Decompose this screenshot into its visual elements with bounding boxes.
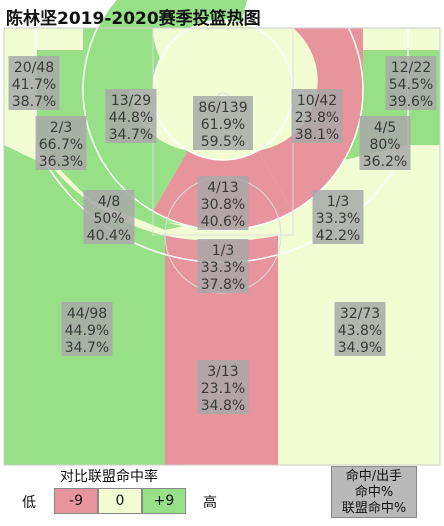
zone-label-bg-left-wing-3 [61,302,113,356]
zone-made-attempts-left-corner-3: 20/48 [14,60,54,76]
zone-fg-pct-left-elbow-mid: 50% [93,211,124,227]
zone-fg-pct-left-wing-3: 44.9% [65,323,109,339]
key-line-fg-pct: 命中% [354,485,394,500]
zone-made-attempts-left-short-wing-mid: 2/3 [50,120,73,136]
zone-label-bg-right-wing-3 [334,302,386,356]
zone-made-attempts-right-elbow-mid: 1/3 [327,194,350,210]
zone-made-attempts-right-short-wing-mid: 4/5 [374,120,397,136]
zone-top-3 [165,222,278,465]
legend-zero-swatch: 0 [98,488,142,514]
zone-made-attempts-right-baseline-mid: 10/42 [297,93,337,109]
zone-league-pct-right-baseline-mid: 38.1% [295,127,339,143]
zone-league-pct-right-elbow-mid: 42.2% [316,228,360,244]
zone-fg-pct-right-baseline-mid: 23.8% [295,110,339,126]
court-border [3,27,441,466]
legend-plus9-swatch: +9 [142,488,186,514]
zone-made-attempts-right-wing-3: 32/73 [340,306,380,322]
zone-made-attempts-right-corner-3: 12/22 [391,60,431,76]
zone-league-pct-right-corner-3: 39.6% [389,94,433,110]
zone-league-pct-top-3: 34.8% [201,398,245,414]
zone-label-bg-right-short-wing-mid [359,116,411,170]
zone-made-attempts-left-wing-3: 44/98 [67,306,107,322]
zone-label-bg-right-corner-3 [385,56,437,110]
zone-league-pct-paint-mid: 40.6% [201,214,245,230]
zone-label-bg-paint-mid [197,176,249,230]
zone-fg-pct-right-corner-3: 54.5% [389,77,433,93]
zone-league-pct-left-corner-3: 38.7% [12,94,56,110]
zone-restricted-area-circle [153,20,293,160]
zone-fg-pct-right-short-wing-mid: 80% [369,137,400,153]
key-line-league-pct: 联盟命中% [341,501,407,516]
zone-label-bg-restricted-area [193,96,253,150]
zone-fg-pct-left-baseline-mid: 44.8% [109,110,153,126]
legend-minus9-swatch: -9 [54,488,98,514]
legend-high-label: 高 [203,495,217,511]
zone-label-bg-left-elbow-mid [83,190,135,244]
zone-made-attempts-top-3: 3/13 [207,364,238,380]
zone-fg-pct-left-corner-3: 41.7% [12,77,56,93]
zone-label-bg-left-corner-3 [8,56,60,110]
zone-label-bg-right-baseline-mid [291,89,343,143]
legend-title: 对比联盟命中率 [60,469,158,485]
zone-fg-pct-top-3: 23.1% [201,381,245,397]
zone-label-bg-left-short-wing-mid [35,116,87,170]
zone-league-pct-right-short-wing-mid: 36.2% [363,154,407,170]
zone-fg-pct-right-wing-3: 43.8% [338,323,382,339]
zone-fg-pct-top-key-mid: 33.3% [201,260,245,276]
legend-low-label: 低 [22,495,36,511]
label-key-box: 命中/出手 命中% 联盟命中% [331,466,417,518]
zone-league-pct-left-wing-3: 34.7% [65,340,109,356]
chart-title: 陈林坚2019-2020赛季投篮热图 [6,9,261,29]
zone-label-bg-top-3 [197,360,249,414]
zone-league-pct-top-key-mid: 37.8% [201,277,245,293]
zone-league-pct-left-short-wing-mid: 36.3% [39,154,83,170]
zone-league-pct-right-wing-3: 34.9% [338,340,382,356]
zone-league-pct-restricted-area: 59.5% [201,134,245,150]
zone-fg-pct-paint-mid: 30.8% [201,197,245,213]
zone-label-bg-right-elbow-mid [312,190,364,244]
zone-made-attempts-restricted-area: 86/139 [198,100,247,116]
key-line-made-attempts: 命中/出手 [345,469,403,484]
zone-label-bg-top-key-mid [197,239,249,293]
zone-fg-pct-right-elbow-mid: 33.3% [316,211,360,227]
zone-made-attempts-left-baseline-mid: 13/29 [111,93,151,109]
zone-fg-pct-restricted-area: 61.9% [201,117,245,133]
zone-label-bg-left-baseline-mid [105,89,157,143]
zone-made-attempts-left-elbow-mid: 4/8 [98,194,121,210]
zone-made-attempts-top-key-mid: 1/3 [212,243,235,259]
zone-league-pct-left-baseline-mid: 34.7% [109,127,153,143]
zone-fg-pct-left-short-wing-mid: 66.7% [39,137,83,153]
zone-made-attempts-paint-mid: 4/13 [207,180,238,196]
zone-league-pct-left-elbow-mid: 40.4% [87,228,131,244]
